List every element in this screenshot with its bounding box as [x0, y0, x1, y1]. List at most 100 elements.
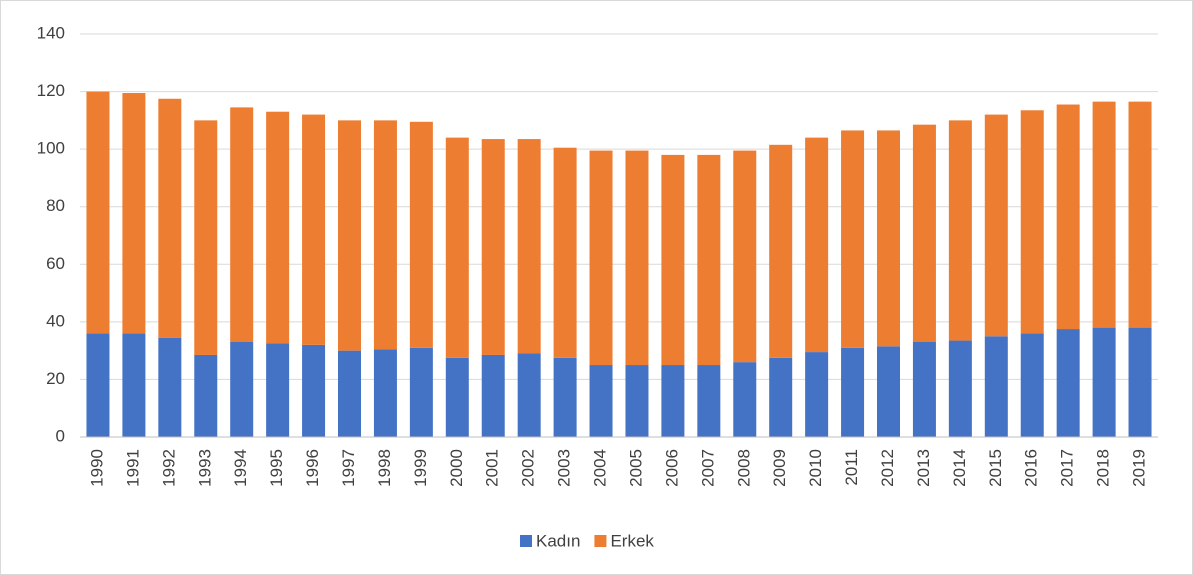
bar-segment: [517, 139, 541, 354]
bar-segment: [984, 336, 1008, 437]
x-tick-label: 2002: [519, 449, 538, 487]
x-tick-label: 1995: [267, 449, 286, 487]
x-tick-label: 1999: [411, 449, 430, 487]
bar-segment: [302, 114, 326, 345]
x-tick-label: 2018: [1094, 449, 1113, 487]
x-tick-label: 2013: [914, 449, 933, 487]
x-tick-label: 2004: [591, 449, 610, 487]
legend-label: Erkek: [610, 531, 654, 550]
x-tick-label: 1992: [159, 449, 178, 487]
bar-segment: [841, 130, 865, 348]
legend-swatch: [594, 535, 607, 547]
y-tick-label: 0: [56, 426, 65, 445]
y-tick-label: 40: [46, 311, 65, 330]
x-tick-label: 2008: [734, 449, 753, 487]
y-tick-label: 60: [46, 254, 65, 273]
bar-segment: [409, 121, 433, 348]
bar-segment: [481, 139, 505, 355]
bar-segment: [1020, 110, 1044, 334]
bar-segment: [302, 344, 326, 437]
y-tick-label: 20: [46, 369, 65, 388]
legend-label: Kadın: [536, 531, 580, 550]
bar-segment: [1092, 327, 1116, 437]
bar-segment: [1128, 327, 1152, 437]
bar-segment: [697, 365, 721, 437]
bar-segment: [122, 333, 146, 437]
x-tick-label: 1997: [339, 449, 358, 487]
bar-segment: [266, 343, 290, 437]
bar-segment: [625, 150, 649, 366]
x-tick-label: 1996: [303, 449, 322, 487]
bar-segment: [948, 120, 972, 341]
x-tick-label: 2010: [806, 449, 825, 487]
x-tick-label: 2007: [698, 449, 717, 487]
x-tick-label: 1993: [195, 449, 214, 487]
bar-segment: [805, 137, 829, 353]
x-tick-label: 2015: [986, 449, 1005, 487]
bar-segment: [553, 147, 577, 358]
y-tick-label: 120: [37, 81, 65, 100]
bar-segment: [373, 120, 397, 350]
x-tick-label: 1998: [375, 449, 394, 487]
bar-segment: [1128, 101, 1152, 328]
bar-segment: [158, 337, 182, 437]
bar-segment: [661, 365, 685, 437]
bar-segment: [912, 124, 936, 343]
x-tick-label: 2000: [447, 449, 466, 487]
bar-segment: [122, 93, 146, 334]
y-tick-label: 140: [37, 23, 65, 42]
bar-segment: [1092, 101, 1116, 328]
bar-segment: [409, 347, 433, 437]
x-tick-label: 2003: [555, 449, 574, 487]
bar-segment: [1056, 329, 1080, 437]
bar-segment: [661, 154, 685, 366]
x-tick-label: 2006: [662, 449, 681, 487]
x-tick-label: 2005: [626, 449, 645, 487]
bar-segment: [1056, 104, 1080, 330]
bar-segment: [230, 107, 254, 343]
bar-segment: [158, 98, 182, 338]
y-tick-label: 80: [46, 196, 65, 215]
bar-segment: [877, 346, 900, 437]
bar-segment: [553, 357, 577, 437]
bar-segment: [769, 357, 793, 437]
bar-segment: [589, 150, 613, 366]
bar-segment: [589, 365, 613, 437]
x-tick-label: 1991: [123, 449, 142, 487]
y-tick-label: 100: [37, 139, 65, 158]
bar-segment: [912, 342, 936, 437]
bar-segment: [194, 120, 218, 355]
legend-swatch: [520, 535, 532, 547]
bar-segment: [445, 357, 469, 437]
x-tick-label: 1994: [231, 449, 250, 487]
bar-segment: [1020, 333, 1044, 437]
x-tick-label: 2016: [1022, 449, 1041, 487]
bar-segment: [266, 111, 290, 344]
bar-segment: [86, 91, 110, 334]
x-tick-label: 2017: [1058, 449, 1077, 487]
bar-segment: [338, 350, 361, 437]
bar-segment: [697, 154, 721, 366]
bar-segment: [373, 349, 397, 437]
bar-segment: [338, 120, 361, 351]
bar-segment: [517, 353, 541, 437]
bar-segment: [733, 362, 757, 437]
bar-segment: [445, 137, 469, 358]
bar-segment: [230, 342, 254, 437]
bar-segment: [841, 347, 865, 437]
x-tick-label: 1990: [87, 449, 106, 487]
x-tick-label: 2009: [770, 449, 789, 487]
x-tick-label: 2001: [483, 449, 502, 487]
bar-segment: [733, 150, 757, 363]
x-tick-label: 2014: [950, 449, 969, 487]
x-tick-label: 2011: [842, 449, 861, 486]
bar-segment: [948, 340, 972, 437]
bar-segment: [625, 365, 649, 437]
x-tick-label: 2012: [878, 449, 897, 487]
bar-segment: [877, 130, 900, 347]
bar-segment: [805, 352, 829, 437]
bar-segment: [769, 144, 793, 358]
bar-segment: [86, 333, 110, 437]
bar-segment: [984, 114, 1008, 337]
